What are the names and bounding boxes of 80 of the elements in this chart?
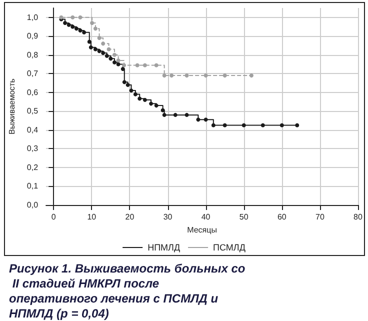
point [116, 62, 120, 66]
point [82, 30, 86, 34]
point [87, 40, 92, 44]
x-tick-label: 30 [163, 212, 173, 222]
point [70, 15, 75, 20]
point [122, 80, 126, 84]
point [184, 112, 189, 117]
legend-label: ПСМЛД [213, 242, 246, 252]
x-tick-label: 40 [201, 212, 211, 222]
point [104, 54, 109, 58]
y-tick-label: 0,2 [26, 162, 39, 172]
point [126, 82, 130, 87]
point [90, 21, 94, 26]
y-tick-label: 0,6 [26, 88, 39, 97]
point [142, 63, 147, 68]
point [93, 47, 98, 52]
x-tick-label: 60 [277, 212, 287, 222]
point [116, 58, 120, 63]
point [135, 63, 140, 68]
point [222, 74, 227, 78]
point [211, 123, 216, 128]
point [112, 60, 117, 64]
point [108, 56, 113, 61]
point [97, 49, 102, 54]
y-tick-label: 1,0 [26, 12, 39, 22]
point [160, 108, 165, 112]
point [204, 118, 208, 122]
point [154, 63, 158, 68]
point [249, 74, 254, 78]
y-tick-label: 0,0 [26, 200, 39, 210]
point [184, 74, 189, 78]
y-tick-label: 0,1 [26, 182, 39, 191]
x-tick-label: 70 [316, 212, 325, 222]
point [242, 123, 246, 128]
point [78, 15, 82, 20]
point [204, 74, 208, 78]
x-axis-title: Месяцы [187, 225, 218, 234]
point [138, 96, 142, 101]
point [149, 102, 154, 106]
point [122, 63, 126, 68]
y-tick-label: 0,9 [26, 32, 39, 41]
y-tick-label: 0,3 [26, 144, 39, 154]
point [133, 92, 138, 96]
point [120, 66, 125, 71]
x-tick-label: 0 [51, 212, 56, 222]
point [196, 118, 200, 122]
point [170, 74, 174, 78]
y-tick-label: 0,7 [26, 69, 39, 78]
y-axis-title: Выживаемость [8, 78, 16, 134]
point [154, 104, 158, 108]
point [222, 123, 227, 128]
x-tick-label: 80 [354, 212, 363, 222]
point [260, 123, 265, 128]
point [129, 88, 134, 93]
point [93, 26, 98, 31]
x-tick-label: 50 [239, 212, 249, 222]
point [162, 74, 166, 78]
point [66, 22, 71, 27]
point [106, 47, 111, 52]
point [88, 45, 93, 50]
legend-label: НПМЛД [148, 242, 180, 252]
point [101, 42, 106, 46]
y-tick-label: 0,8 [26, 50, 39, 60]
point [63, 21, 68, 26]
point [142, 98, 147, 102]
x-tick-label: 10 [87, 212, 97, 222]
y-tick-label: 0,4 [26, 125, 39, 134]
point [97, 36, 102, 40]
point [74, 26, 78, 31]
point [112, 52, 117, 57]
y-tick-label: 0,5 [26, 106, 39, 116]
point [162, 112, 166, 117]
point [101, 51, 106, 56]
x-tick-label: 20 [125, 212, 135, 222]
point [280, 123, 284, 128]
point [173, 112, 178, 117]
text: Рисунок 1. Выживаемость больных со II стадией НМКРЛ после оперативного лечения с ПСМЛД и НПМЛД (p = 0,04) [9, 262, 246, 320]
point [70, 24, 75, 29]
point [295, 123, 300, 128]
point [78, 28, 82, 33]
